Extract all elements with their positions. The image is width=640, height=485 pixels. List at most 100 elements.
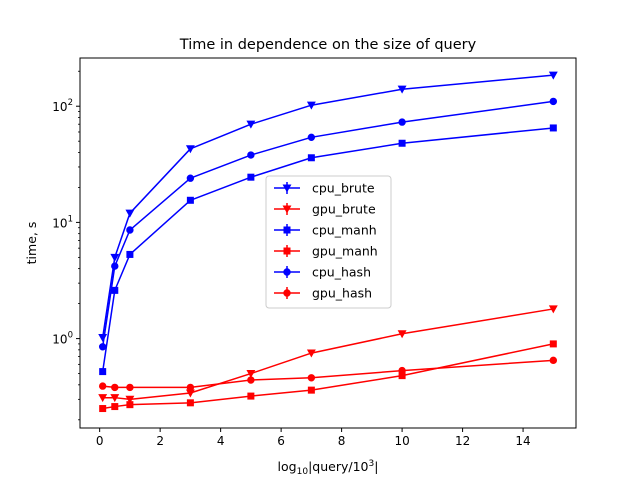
y-tick-label: 102 [52,98,73,114]
series-line-cpu-brute [101,74,554,338]
series-gpu-manh [99,340,557,413]
x-tick-label: 8 [338,434,346,448]
data-point-gpu-hash [307,374,316,382]
data-point-gpu-brute [110,394,120,403]
data-point-cpu-brute [246,120,256,129]
x-tick-label: 14 [515,434,530,448]
data-point-cpu-brute [110,253,120,262]
x-axis-label-subscript: 10 [297,467,309,477]
data-point-cpu-hash [549,97,558,106]
data-point-gpu-manh [247,392,255,400]
chart-title: Time in dependence on the size of query [179,37,477,53]
series-cpu-hash [98,97,558,351]
legend-item-gpu-manh: gpu_manh [274,244,378,259]
series-gpu-hash [98,356,558,392]
data-point-cpu-manh [126,250,134,258]
data-point-cpu-brute [125,209,135,218]
legend-label-gpu-manh: gpu_manh [312,244,378,259]
data-point-cpu-manh [99,368,107,376]
x-tick-label: 0 [96,434,104,448]
y-tick-exponent: 1 [68,214,73,224]
data-point-gpu-manh [307,386,315,394]
data-point-cpu-hash [98,343,107,351]
legend-label-cpu-brute: cpu_brute [312,181,375,196]
legend-marker-gpu-manh [283,247,291,255]
y-axis-label: time, s [24,222,39,265]
x-tick-label: 12 [455,434,470,448]
y-tick-base: 10 [52,100,67,114]
legend-item-gpu-brute: gpu_brute [274,202,376,217]
x-axis-label-superscript: 3 [368,459,374,469]
x-axis-label: log10|query/103| [278,459,379,477]
series-line-cpu-hash [101,100,554,347]
data-point-gpu-manh [126,401,134,409]
legend-marker-cpu-brute [282,184,292,193]
x-axis-label-prefix: log [278,459,297,474]
data-point-cpu-manh [549,124,557,132]
y-tick-exponent: 2 [68,98,73,108]
data-point-gpu-brute [125,395,135,404]
data-point-gpu-manh [549,340,557,348]
data-point-gpu-brute [397,330,407,339]
legend-item-gpu-hash: gpu_hash [274,286,372,301]
legend-label-cpu-manh: cpu_manh [312,223,377,238]
data-point-gpu-brute [98,394,108,403]
data-point-gpu-hash [549,356,558,365]
legend-label-gpu-hash: gpu_hash [312,286,372,301]
y-tick-label: 100 [52,331,73,347]
data-point-gpu-hash [111,383,119,392]
data-point-gpu-hash [247,376,255,384]
x-tick-label: 6 [277,434,285,448]
legend-marker-cpu-manh [283,226,291,234]
data-point-cpu-brute [548,71,558,80]
data-point-cpu-manh [186,196,194,204]
x-axis: 0 2 4 6 8 10 12 14 [96,428,531,448]
x-tick-label: 10 [394,434,409,448]
data-point-cpu-hash [307,133,316,142]
data-point-cpu-hash [247,151,255,159]
series-cpu-brute [98,71,558,343]
data-point-cpu-manh [111,286,119,294]
legend-marker-gpu-brute [282,205,292,214]
data-point-cpu-manh [247,173,255,181]
legend-item-cpu-hash: cpu_hash [274,265,371,280]
data-point-cpu-manh [307,154,315,162]
data-point-cpu-brute [306,101,316,110]
data-point-cpu-hash [126,226,134,234]
y-tick-base: 10 [52,216,67,230]
data-point-gpu-hash [398,366,406,375]
axes-frame [79,57,577,429]
plot-area [98,71,558,413]
data-point-cpu-manh [398,139,406,147]
data-point-gpu-brute [306,349,316,358]
data-point-cpu-hash [111,262,119,270]
legend-item-cpu-brute: cpu_brute [274,181,375,196]
y-tick-label: 101 [52,214,73,230]
data-point-gpu-hash [98,382,107,390]
legend-label-gpu-brute: gpu_brute [312,202,376,217]
series-cpu-manh [99,124,557,376]
data-point-cpu-brute [185,145,195,154]
data-point-gpu-hash [186,383,195,392]
data-point-gpu-manh [99,405,107,413]
data-point-cpu-brute [397,85,407,94]
x-tick-label: 2 [156,434,164,448]
data-point-gpu-brute [246,370,256,379]
data-point-gpu-hash [126,383,134,392]
legend-marker-cpu-hash [283,268,291,276]
x-tick-label: 4 [217,434,225,448]
legend-item-cpu-manh: cpu_manh [274,223,377,238]
series-line-cpu-manh [101,127,554,372]
legend: cpu_brute gpu_brute cpu_manh gpu_manh cpu_ha… [265,175,392,309]
legend-label-cpu-hash: cpu_hash [312,265,371,280]
y-tick-exponent: 0 [68,331,73,341]
x-axis-label-suffix: | [374,459,378,474]
data-point-cpu-hash [186,174,195,182]
data-point-gpu-brute [548,305,558,314]
x-axis-label-middle: |query/10 [308,459,368,474]
data-point-cpu-hash [398,118,406,126]
data-point-gpu-manh [186,399,194,407]
